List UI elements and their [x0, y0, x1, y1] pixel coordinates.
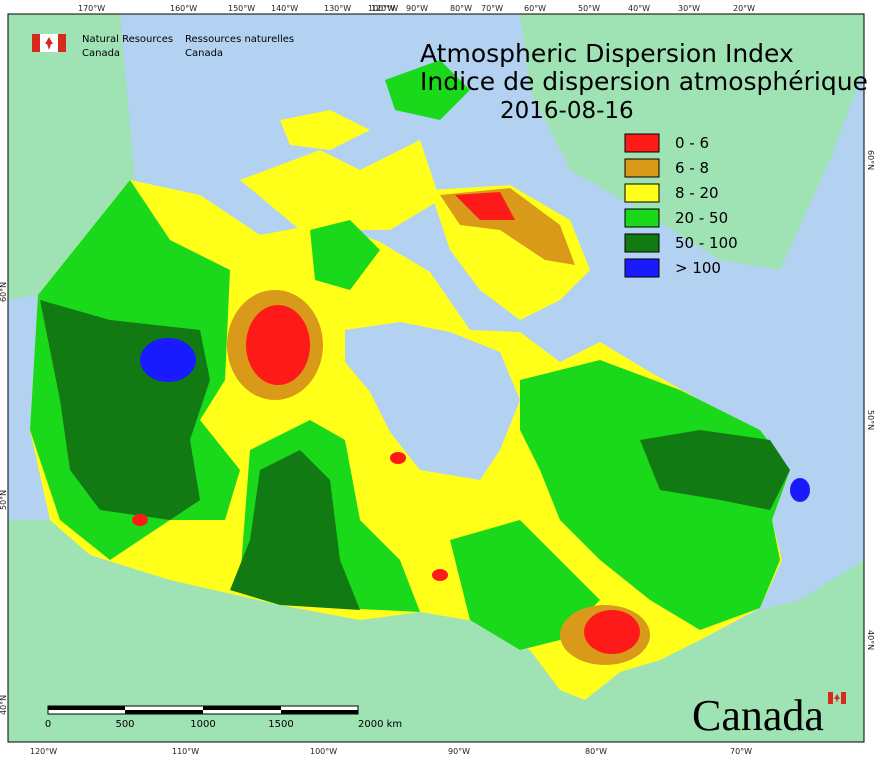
legend-swatch [624, 133, 660, 153]
graticule-label: 110°W [172, 747, 199, 756]
org-name-en: Canada [82, 48, 120, 59]
legend-label: 20 - 50 [675, 209, 728, 227]
graticule-label: 70°W [730, 747, 752, 756]
legend-label: 0 - 6 [675, 134, 709, 152]
scale-bar [47, 705, 359, 715]
date: 2016-08-16 [500, 98, 634, 124]
legend-label: 6 - 8 [675, 159, 709, 177]
graticule-label: 120°W [30, 747, 57, 756]
graticule-label: 50°N [0, 490, 8, 510]
legend-swatch [624, 233, 660, 253]
wordmark-flag [828, 692, 846, 704]
legend-label: > 100 [675, 259, 721, 277]
graticule-label: 120°W [371, 4, 398, 13]
wordmark: Canada [692, 691, 824, 740]
graticule-label: 40°W [628, 4, 650, 13]
org-name-en: Natural Resources [82, 34, 173, 45]
graticule-label: 100°W [368, 4, 395, 13]
graticule-label: 160°W [170, 4, 197, 13]
graticule-label: 80°W [585, 747, 607, 756]
legend-swatch [624, 158, 660, 178]
graticule-label: 170°W [78, 4, 105, 13]
graticule-label: 40°N [0, 695, 8, 715]
legend-swatch [624, 183, 660, 203]
legend-label: 8 - 20 [675, 184, 719, 202]
graticule-label: 80°W [450, 4, 472, 13]
graticule-label: 90°W [406, 4, 428, 13]
scale-label: 1000 [190, 719, 215, 730]
legend-swatch [624, 208, 660, 228]
graticule-label: 50°N [866, 410, 875, 430]
graticule-label: 100°W [310, 747, 337, 756]
scale-label: 500 [115, 719, 134, 730]
graticule-label: 60°W [524, 4, 546, 13]
graticule-label: 30°W [678, 4, 700, 13]
org-name-fr: Canada [185, 48, 223, 59]
org-name-fr: Ressources naturelles [185, 34, 294, 45]
graticule-label: 90°W [448, 747, 470, 756]
graticule-label: 50°W [578, 4, 600, 13]
graticule-label: 20°W [733, 4, 755, 13]
title: Atmospheric Dispersion Index [420, 39, 794, 68]
scale-label: 2000 km [358, 719, 402, 730]
graticule-label: 70°W [481, 4, 503, 13]
flag-logo [32, 34, 66, 52]
map-frame [7, 13, 865, 743]
graticule-label: 140°W [271, 4, 298, 13]
graticule-label: 40°N [866, 630, 875, 650]
graticule-label: 130°W [324, 4, 351, 13]
subtitle: Indice de dispersion atmosphérique [420, 67, 868, 96]
scale-label: 1500 [268, 719, 293, 730]
graticule-label: 60°N [866, 150, 875, 170]
legend-label: 50 - 100 [675, 234, 738, 252]
scale-label: 0 [45, 719, 51, 730]
legend-swatch [624, 258, 660, 278]
graticule-label: 150°W [228, 4, 255, 13]
graticule-label: 60°N [0, 282, 8, 302]
